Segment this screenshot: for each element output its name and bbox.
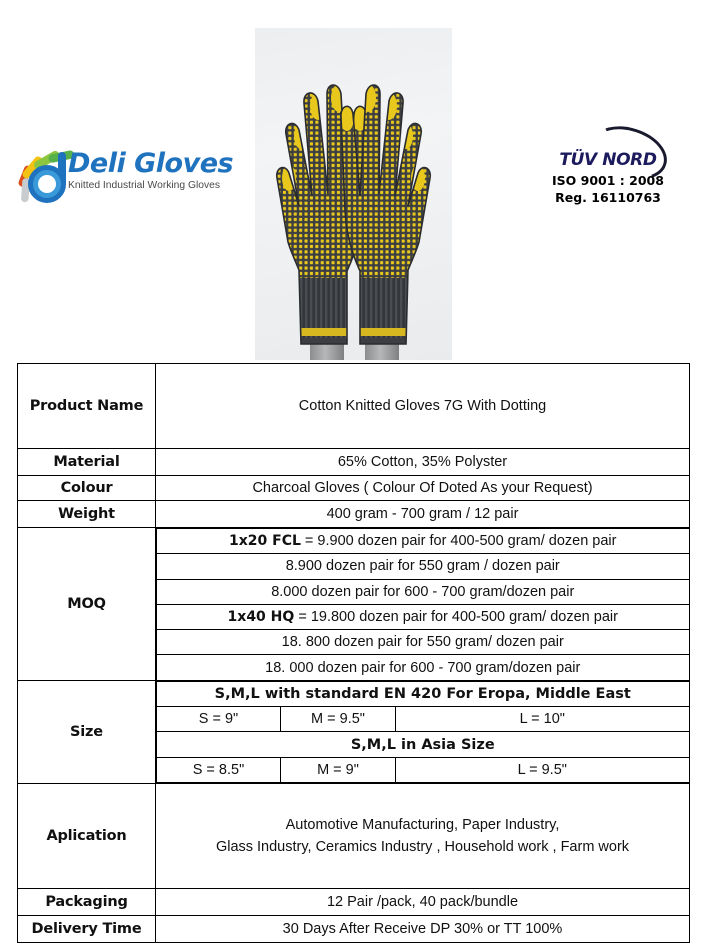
moq-text-3: 8.000 dozen pair for 600 - 700 gram/doze… <box>271 583 575 600</box>
table-row-application: Aplication Automotive Manufacturing, Pap… <box>17 782 690 889</box>
moq-text-4: = 19.800 dozen pair for 400-500 gram/ do… <box>294 609 618 626</box>
size-values-row-europe: S = 9" M = 9.5" L = 10" <box>156 706 690 733</box>
row-label-packaging: Packaging <box>17 887 156 916</box>
tuv-nord-certification: TÜV NORD ISO 9001 : 2008 Reg. 16110763 <box>528 117 688 208</box>
row-label-material: Material <box>17 448 156 476</box>
row-value-packaging: 12 Pair /pack, 40 pack/bundle <box>155 887 690 916</box>
moq-text-6: 18. 000 dozen pair for 600 - 700 gram/do… <box>265 659 581 676</box>
moq-row: 18. 000 dozen pair for 600 - 700 gram/do… <box>156 654 690 681</box>
table-row-colour: Colour Charcoal Gloves ( Colour Of Doted… <box>17 475 690 501</box>
moq-line-6: 18. 000 dozen pair for 600 - 700 gram/do… <box>156 654 690 681</box>
moq-line-2: 8.900 dozen pair for 550 gram / dozen pa… <box>156 553 690 580</box>
size-header-europe: S,M,L with standard EN 420 For Eropa, Mi… <box>156 680 690 708</box>
company-logo: Deli Gloves Knitted Industrial Working G… <box>8 138 248 210</box>
size-cell: S,M,L with standard EN 420 For Eropa, Mi… <box>156 680 690 784</box>
product-photo <box>255 28 452 360</box>
size-header-row-europe: S,M,L with standard EN 420 For Eropa, Mi… <box>156 680 690 708</box>
row-value-application: Automotive Manufacturing, Paper Industry… <box>155 782 690 889</box>
row-value-delivery-time: 30 Days After Receive DP 30% or TT 100% <box>155 914 690 943</box>
product-specification-table: Product Name Cotton Knitted Gloves 7G Wi… <box>17 363 690 943</box>
table-row-product-name: Product Name Cotton Knitted Gloves 7G Wi… <box>17 363 690 449</box>
moq-text-5: 18. 800 dozen pair for 550 gram/ dozen p… <box>281 634 564 651</box>
hand-fan-logo-icon <box>10 140 82 206</box>
table-row-moq: MOQ 1x20 FCL = 9.900 dozen pair for 400-… <box>17 526 690 682</box>
moq-text-2: 8.900 dozen pair for 550 gram / dozen pa… <box>285 558 560 575</box>
header-band: Deli Gloves Knitted Industrial Working G… <box>0 0 707 362</box>
logo-wordmark: Deli Gloves <box>68 148 234 179</box>
size-europe-large: L = 10" <box>395 706 690 733</box>
row-label-application: Aplication <box>17 782 156 889</box>
moq-cell: 1x20 FCL = 9.900 dozen pair for 400-500 … <box>156 527 690 681</box>
moq-row: 18. 800 dozen pair for 550 gram/ dozen p… <box>156 629 690 656</box>
row-label-product-name: Product Name <box>17 363 156 449</box>
moq-line-4: 1x40 HQ = 19.800 dozen pair for 400-500 … <box>156 603 690 631</box>
size-header-asia: S,M,L in Asia Size <box>156 731 690 758</box>
moq-line-1: 1x20 FCL = 9.900 dozen pair for 400-500 … <box>156 527 690 555</box>
moq-row: 1x40 HQ = 19.800 dozen pair for 400-500 … <box>156 603 690 631</box>
table-row-delivery-time: Delivery Time 30 Days After Receive DP 3… <box>17 914 690 943</box>
moq-row: 1x20 FCL = 9.900 dozen pair for 400-500 … <box>156 527 690 555</box>
size-asia-small: S = 8.5" <box>156 756 281 783</box>
cert-registration-number: Reg. 16110763 <box>555 190 661 205</box>
application-line-1: Automotive Manufacturing, Paper Industry… <box>285 816 560 833</box>
moq-subtable: 1x20 FCL = 9.900 dozen pair for 400-500 … <box>156 527 690 681</box>
row-label-delivery-time: Delivery Time <box>17 914 156 943</box>
size-subtable: S,M,L with standard EN 420 For Eropa, Mi… <box>156 680 690 783</box>
cert-iso-standard: ISO 9001 : 2008 <box>552 173 664 188</box>
table-row-material: Material 65% Cotton, 35% Polyster <box>17 448 690 476</box>
moq-row: 8.000 dozen pair for 600 - 700 gram/doze… <box>156 578 690 605</box>
application-line-2: Glass Industry, Ceramics Industry , Hous… <box>215 838 630 855</box>
table-row-weight: Weight 400 gram - 700 gram / 12 pair <box>17 500 690 528</box>
row-value-product-name: Cotton Knitted Gloves 7G With Dotting <box>155 363 690 449</box>
moq-prefix-4: 1x40 HQ <box>227 609 295 626</box>
cert-name: TÜV NORD <box>559 150 657 170</box>
row-value-weight: 400 gram - 700 gram / 12 pair <box>155 500 690 528</box>
size-europe-small: S = 9" <box>156 706 281 733</box>
size-values-row-asia: S = 8.5" M = 9" L = 9.5" <box>156 756 690 783</box>
row-value-colour: Charcoal Gloves ( Colour Of Doted As you… <box>155 475 690 501</box>
size-header-row-asia: S,M,L in Asia Size <box>156 731 690 758</box>
logo-tagline: Knitted Industrial Working Gloves <box>68 180 221 191</box>
row-label-colour: Colour <box>17 475 156 501</box>
moq-text-1: = 9.900 dozen pair for 400-500 gram/ doz… <box>300 533 617 550</box>
row-label-weight: Weight <box>17 500 156 528</box>
table-row-size: Size S,M,L with standard EN 420 For Erop… <box>17 680 690 784</box>
row-value-material: 65% Cotton, 35% Polyster <box>155 448 690 476</box>
moq-line-3: 8.000 dozen pair for 600 - 700 gram/doze… <box>156 578 690 605</box>
row-label-size: Size <box>17 680 156 784</box>
row-label-moq: MOQ <box>17 526 156 682</box>
size-asia-large: L = 9.5" <box>395 756 690 783</box>
size-europe-medium: M = 9.5" <box>280 706 396 733</box>
moq-prefix-1: 1x20 FCL <box>229 533 301 550</box>
table-row-packaging: Packaging 12 Pair /pack, 40 pack/bundle <box>17 887 690 916</box>
moq-line-5: 18. 800 dozen pair for 550 gram/ dozen p… <box>156 629 690 656</box>
moq-row: 8.900 dozen pair for 550 gram / dozen pa… <box>156 553 690 580</box>
size-asia-medium: M = 9" <box>280 756 396 783</box>
